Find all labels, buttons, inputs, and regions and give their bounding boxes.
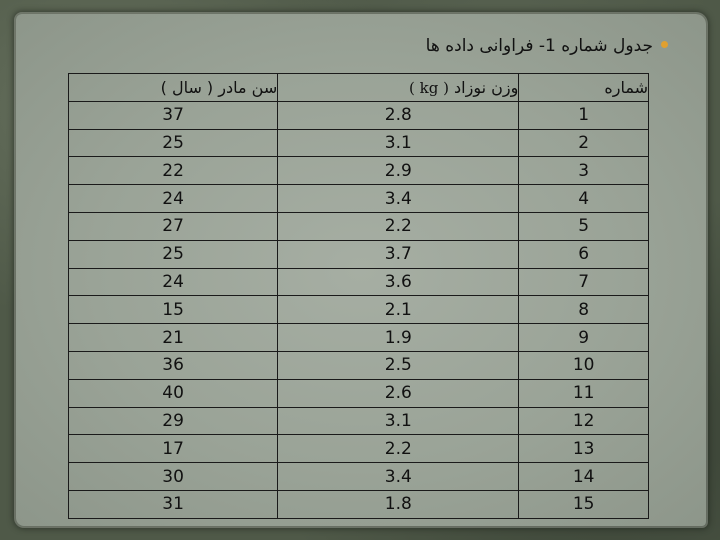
cell-number: 14 — [518, 462, 649, 491]
header-baby-weight: وزن نوزاد ( kg ) — [277, 73, 520, 102]
table-row: 40 2.6 11 — [67, 378, 649, 408]
cell-mother-age: 36 — [67, 350, 279, 380]
cell-number: 6 — [518, 239, 649, 269]
table-row: 24 3.6 7 — [67, 267, 649, 297]
cell-mother-age: 17 — [67, 434, 279, 464]
data-table: سن مادر ( سال ) وزن نوزاد ( kg ) شماره 3… — [67, 73, 649, 519]
slide-title: جدول شماره 1- فراوانی داده ها — [60, 36, 668, 62]
table-row: 22 2.9 3 — [67, 156, 649, 186]
cell-mother-age: 24 — [67, 267, 279, 297]
cell-mother-age: 29 — [67, 406, 279, 436]
cell-baby-weight: 2.9 — [277, 156, 520, 186]
cell-mother-age: 30 — [67, 462, 279, 491]
table-body: 37 2.8 1 25 3.1 2 22 2.9 3 24 3.4 4 27 2.2 5 25 3.7 6 24 3.… — [67, 100, 649, 519]
cell-baby-weight: 1.8 — [277, 489, 520, 519]
cell-mother-age: 22 — [67, 156, 279, 186]
cell-baby-weight: 2.2 — [277, 211, 520, 241]
cell-mother-age: 27 — [67, 211, 279, 241]
table-row: 15 2.1 8 — [67, 295, 649, 325]
cell-baby-weight: 1.9 — [277, 323, 520, 352]
cell-baby-weight: 2.5 — [277, 350, 520, 380]
cell-baby-weight: 3.1 — [277, 406, 520, 436]
cell-number: 8 — [518, 295, 649, 325]
cell-mother-age: 24 — [67, 184, 279, 213]
cell-number: 12 — [518, 406, 649, 436]
header-number: شماره — [518, 73, 649, 102]
table-row: 25 3.1 2 — [67, 128, 649, 158]
cell-number: 4 — [518, 184, 649, 213]
header-weight-label: وزن نوزاد — [454, 77, 519, 97]
header-weight-unit: ( kg ) — [408, 78, 449, 97]
cell-number: 7 — [518, 267, 649, 297]
table-row: 31 1.8 15 — [67, 489, 649, 519]
cell-number: 2 — [518, 128, 649, 158]
table-row: 29 3.1 12 — [67, 406, 649, 436]
bullet-icon — [661, 40, 668, 48]
cell-mother-age: 25 — [67, 128, 279, 158]
cell-number: 15 — [518, 489, 649, 519]
cell-mother-age: 31 — [67, 489, 279, 519]
cell-number: 5 — [518, 211, 649, 241]
cell-baby-weight: 3.1 — [277, 128, 520, 158]
table-row: 25 3.7 6 — [67, 239, 649, 269]
table-row: 27 2.2 5 — [67, 211, 649, 241]
table-header-row: سن مادر ( سال ) وزن نوزاد ( kg ) شماره — [67, 73, 649, 102]
cell-number: 9 — [518, 323, 649, 352]
cell-baby-weight: 3.7 — [277, 239, 520, 269]
cell-baby-weight: 3.6 — [277, 267, 520, 297]
cell-mother-age: 21 — [67, 323, 279, 352]
cell-baby-weight: 3.4 — [277, 462, 520, 491]
table-row: 37 2.8 1 — [67, 100, 649, 130]
cell-number: 13 — [518, 434, 649, 464]
cell-number: 1 — [518, 100, 649, 130]
cell-number: 11 — [518, 378, 649, 408]
table-row: 17 2.2 13 — [67, 434, 649, 464]
cell-number: 3 — [518, 156, 649, 186]
table-row: 30 3.4 14 — [67, 462, 649, 491]
table-row: 21 1.9 9 — [67, 323, 649, 352]
header-mother-age: سن مادر ( سال ) — [67, 73, 279, 102]
cell-baby-weight: 2.2 — [277, 434, 520, 464]
cell-baby-weight: 2.1 — [277, 295, 520, 325]
cell-mother-age: 15 — [67, 295, 279, 325]
cell-baby-weight: 2.6 — [277, 378, 520, 408]
cell-baby-weight: 2.8 — [277, 100, 520, 130]
cell-mother-age: 37 — [67, 100, 279, 130]
cell-baby-weight: 3.4 — [277, 184, 520, 213]
cell-number: 10 — [518, 350, 649, 380]
cell-mother-age: 40 — [67, 378, 279, 408]
cell-mother-age: 25 — [67, 239, 279, 269]
table-row: 24 3.4 4 — [67, 184, 649, 213]
table-row: 36 2.5 10 — [67, 350, 649, 380]
title-text: جدول شماره 1- فراوانی داده ها — [425, 36, 653, 56]
